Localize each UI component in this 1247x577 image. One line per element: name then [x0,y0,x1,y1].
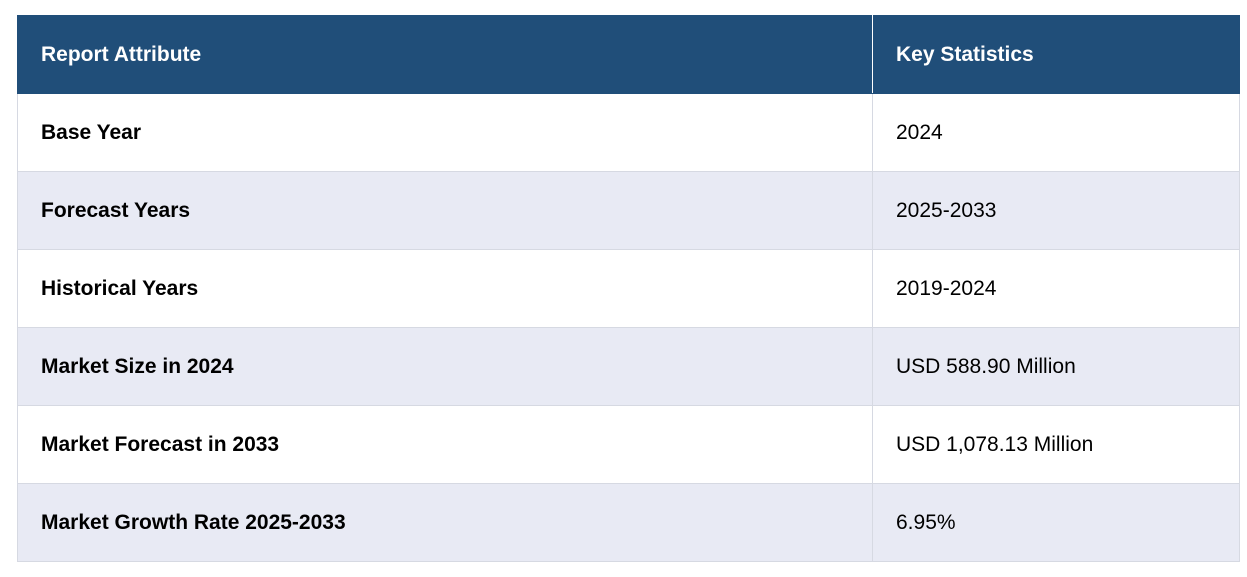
row-attribute: Market Size in 2024 [17,327,873,406]
table-row: Market Growth Rate 2025-2033 6.95% [17,483,1240,562]
row-attribute: Market Forecast in 2033 [17,405,873,484]
table-row: Base Year 2024 [17,93,1240,172]
table-row: Historical Years 2019-2024 [17,249,1240,328]
row-attribute: Historical Years [17,249,873,328]
row-attribute: Base Year [17,93,873,172]
table-row: Market Forecast in 2033 USD 1,078.13 Mil… [17,405,1240,484]
table-row: Market Size in 2024 USD 588.90 Million [17,327,1240,406]
report-attributes-table: Report Attribute Key Statistics Base Yea… [17,15,1240,562]
row-value: 2025-2033 [872,171,1240,250]
header-key-statistics: Key Statistics [872,15,1240,94]
row-value: USD 588.90 Million [872,327,1240,406]
row-attribute: Market Growth Rate 2025-2033 [17,483,873,562]
header-report-attribute: Report Attribute [17,15,873,94]
row-value: 6.95% [872,483,1240,562]
table-header-row: Report Attribute Key Statistics [17,15,1240,94]
row-attribute: Forecast Years [17,171,873,250]
row-value: USD 1,078.13 Million [872,405,1240,484]
table-row: Forecast Years 2025-2033 [17,171,1240,250]
row-value: 2019-2024 [872,249,1240,328]
row-value: 2024 [872,93,1240,172]
